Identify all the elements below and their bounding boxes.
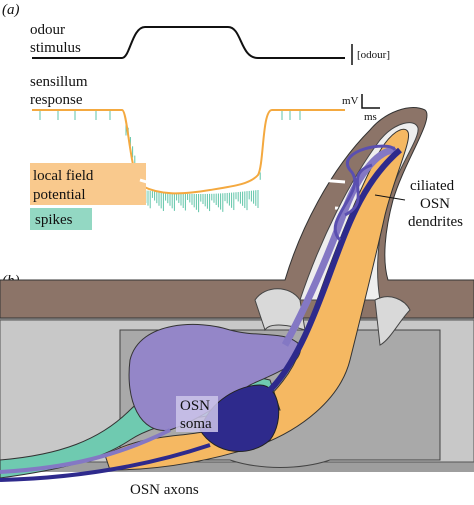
pointer: [374, 194, 406, 201]
stimulus-trace: [32, 26, 345, 59]
dendrites-label: OSN: [420, 196, 450, 212]
legend-swatch: [30, 163, 146, 205]
scale-label: [odour]: [357, 49, 390, 61]
scale-bar: [361, 94, 380, 109]
soma-label: OSN: [180, 398, 210, 414]
axon: [0, 428, 171, 474]
stimulus-label: odour: [30, 22, 65, 38]
legend-text: local field: [33, 168, 94, 184]
cilia: [333, 144, 397, 242]
response-label: sensillum: [30, 74, 88, 90]
panel-label: (a): [2, 2, 20, 18]
dendrites-label: ciliated: [410, 178, 455, 194]
axon: [0, 443, 211, 482]
label-box: [176, 396, 218, 432]
response-label: response: [30, 92, 83, 108]
legend-text: potential: [33, 187, 86, 203]
dendrite: [281, 146, 396, 347]
lfp-trace: [32, 109, 345, 195]
scale-label: mV: [342, 95, 359, 107]
glia: [374, 296, 411, 346]
stimulus-label: stimulus: [30, 40, 81, 56]
dendrite: [267, 147, 402, 393]
legend-text: spikes: [35, 212, 73, 228]
dendrites-label: dendrites: [408, 214, 463, 230]
soma-label: soma: [180, 416, 212, 432]
cuticle-pores: [139, 178, 372, 242]
osn-soma: [199, 384, 280, 452]
scale-label: ms: [364, 111, 377, 123]
legend-swatch: [30, 208, 92, 230]
axons-label: OSN axons: [130, 482, 199, 498]
